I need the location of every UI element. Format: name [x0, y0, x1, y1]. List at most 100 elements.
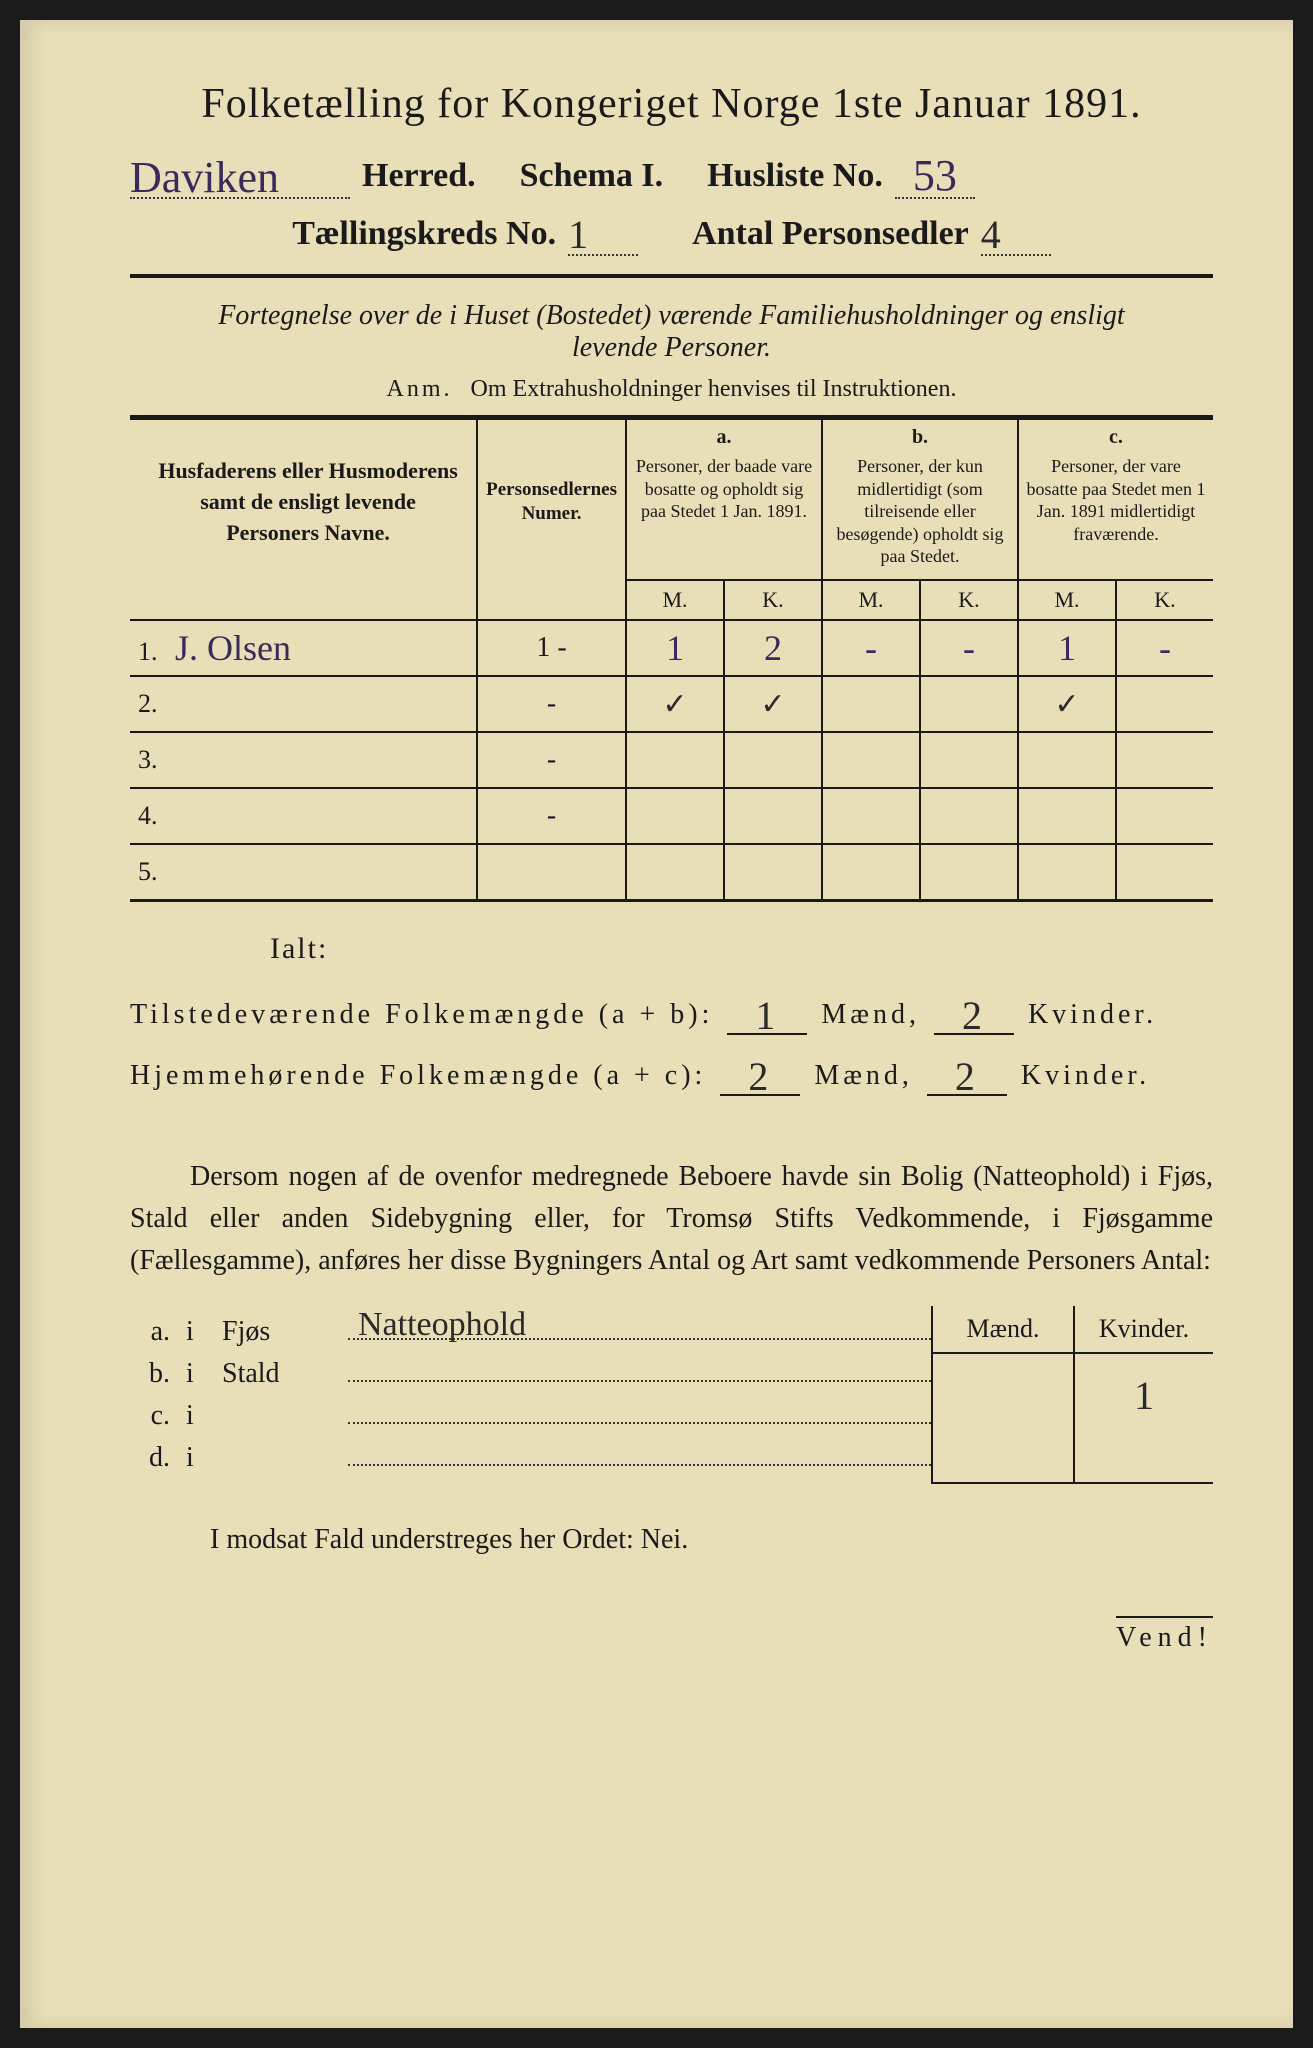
- table-row: 2. -✓✓✓: [130, 676, 1213, 732]
- row-num-cell: -: [477, 676, 626, 732]
- personsedler-no: 4: [981, 211, 1001, 258]
- tilstede-k: 2: [962, 992, 986, 1039]
- row-a-m: [626, 844, 724, 900]
- building-row-i: i: [186, 1442, 206, 1474]
- vend-label: Vend!: [1116, 1616, 1213, 1654]
- row-a-m: ✓: [626, 676, 724, 732]
- building-row-i: i: [186, 1400, 206, 1432]
- table-row: 4. -: [130, 788, 1213, 844]
- row-a-k: [724, 732, 822, 788]
- census-form-page: Folketælling for Kongeriget Norge 1ste J…: [20, 20, 1293, 2028]
- building-row-dots: [348, 1402, 931, 1424]
- building-row: d.i: [130, 1442, 931, 1474]
- row-b-m: [822, 732, 920, 788]
- building-row: c.i: [130, 1400, 931, 1432]
- col-b-m: M.: [822, 580, 920, 620]
- building-row-dots: Natteophold: [348, 1318, 931, 1340]
- row-name: J. Olsen: [175, 627, 291, 669]
- table-row: 1. J. Olsen1 -12--1-: [130, 620, 1213, 676]
- page-title: Folketælling for Kongeriget Norge 1ste J…: [130, 80, 1213, 128]
- herred-value: Daviken: [130, 152, 279, 203]
- building-left: a. i Fjøs Natteophold b. i Stald c.i d.i: [130, 1306, 931, 1484]
- building-col-k: Kvinder. 1: [1073, 1306, 1213, 1482]
- col-a-letter: a.: [626, 418, 822, 452]
- personsedler-field: 4: [981, 207, 1051, 256]
- schema-label: Schema I.: [520, 157, 664, 195]
- kvinder-label-2: Kvinder.: [1021, 1060, 1150, 1092]
- row-num-cell: -: [477, 788, 626, 844]
- row-c-k: [1116, 788, 1213, 844]
- kreds-no: 1: [568, 211, 588, 258]
- building-row-written: Natteophold: [358, 1306, 526, 1344]
- tilstede-line: Tilstedeværende Folkemængde (a + b): 1 M…: [130, 986, 1213, 1035]
- col-a-k: K.: [724, 580, 822, 620]
- header-line-1: Daviken Herred. Schema I. Husliste No. 5…: [130, 146, 1213, 199]
- building-val-k: 1: [1075, 1354, 1213, 1437]
- row-a-m: [626, 788, 724, 844]
- row-name-cell: 2.: [130, 676, 477, 732]
- hjemme-m-field: 2: [720, 1047, 800, 1096]
- maend-label-2: Mænd,: [814, 1060, 913, 1092]
- building-row-i: i: [186, 1316, 206, 1348]
- kreds-label: Tællingskreds No.: [292, 215, 556, 253]
- row-c-k: [1116, 732, 1213, 788]
- row-c-m: [1018, 788, 1116, 844]
- building-row-type: Stald: [222, 1358, 332, 1390]
- hjemme-k: 2: [955, 1053, 979, 1100]
- building-header-k: Kvinder.: [1075, 1306, 1213, 1354]
- col-b-desc: Personer, der kun midlertidigt (som tilr…: [822, 451, 1018, 580]
- row-c-k: [1116, 844, 1213, 900]
- row-a-k: [724, 788, 822, 844]
- maend-label-1: Mænd,: [821, 999, 920, 1031]
- building-row: a. i Fjøs Natteophold: [130, 1316, 931, 1348]
- building-row-lbl: a.: [130, 1316, 170, 1348]
- row-a-k: ✓: [724, 676, 822, 732]
- row-b-k: [920, 732, 1018, 788]
- subtitle-line-1: Fortegnelse over de i Huset (Bostedet) v…: [218, 300, 1124, 331]
- herred-label: Herred.: [362, 157, 476, 195]
- row-num-cell: -: [477, 732, 626, 788]
- col-num-header: Personsedlernes Numer.: [477, 418, 626, 581]
- col-a-desc: Personer, der baade vare bosatte og opho…: [626, 451, 822, 580]
- kreds-field: 1: [568, 207, 638, 256]
- col-c-k: K.: [1116, 580, 1213, 620]
- row-c-m: 1: [1018, 620, 1116, 676]
- building-col-m: Mænd.: [933, 1306, 1073, 1482]
- building-header-m: Mænd.: [933, 1306, 1073, 1354]
- subtitle: Fortegnelse over de i Huset (Bostedet) v…: [130, 300, 1213, 364]
- row-a-m: [626, 732, 724, 788]
- building-row-i: i: [186, 1358, 206, 1390]
- row-c-m: ✓: [1018, 676, 1116, 732]
- blank-header-2: [477, 580, 626, 620]
- col-a-m: M.: [626, 580, 724, 620]
- row-a-m: 1: [626, 620, 724, 676]
- building-row-type: Fjøs: [222, 1316, 332, 1348]
- header-line-2: Tællingskreds No. 1 Antal Personsedler 4: [130, 207, 1213, 256]
- row-a-k: 2: [724, 620, 822, 676]
- row-b-k: [920, 676, 1018, 732]
- building-val-m: [933, 1354, 1073, 1420]
- table-row: 3. -: [130, 732, 1213, 788]
- anm-prefix: Anm.: [387, 376, 453, 402]
- row-name-cell: 5.: [130, 844, 477, 900]
- building-row-dots: [348, 1360, 931, 1382]
- husliste-label: Husliste No.: [707, 157, 883, 195]
- row-b-k: [920, 788, 1018, 844]
- kvinder-label-1: Kvinder.: [1028, 999, 1157, 1031]
- col-name-header: Husfaderens eller Husmoderens samt de en…: [130, 418, 477, 581]
- col-b-k: K.: [920, 580, 1018, 620]
- ialt-label: Ialt:: [270, 932, 1213, 966]
- hjemme-label: Hjemmehørende Folkemængde (a + c):: [130, 1060, 706, 1092]
- nei-line: I modsat Fald understreges her Ordet: Ne…: [210, 1524, 1213, 1556]
- building-row: b. i Stald: [130, 1358, 931, 1390]
- tilstede-m: 1: [755, 992, 779, 1039]
- building-row-lbl: b.: [130, 1358, 170, 1390]
- row-c-k: [1116, 676, 1213, 732]
- row-num-cell: [477, 844, 626, 900]
- row-b-m: [822, 788, 920, 844]
- col-c-letter: c.: [1018, 418, 1213, 452]
- row-b-k: [920, 844, 1018, 900]
- herred-field: Daviken: [130, 146, 350, 199]
- building-row-dots: [348, 1444, 931, 1466]
- anm-note: Anm. Om Extrahusholdninger henvises til …: [130, 376, 1213, 403]
